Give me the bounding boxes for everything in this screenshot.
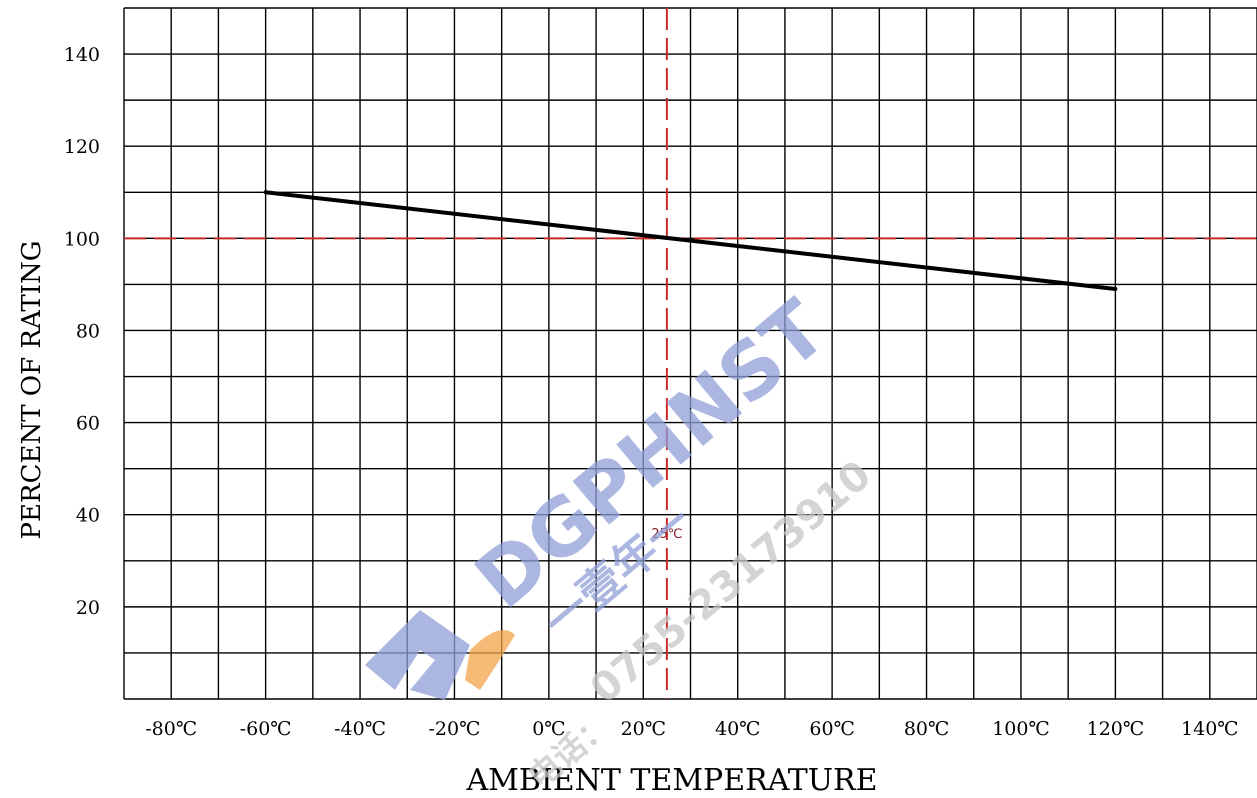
y-axis-label: PERCENT OF RATING — [17, 241, 47, 540]
x-tick-label: 140℃ — [1181, 718, 1239, 740]
x-tick-label: -20℃ — [429, 718, 481, 740]
x-tick-label: 100℃ — [992, 718, 1050, 740]
x-tick-label: -40℃ — [334, 718, 386, 740]
x-tick-label: 120℃ — [1087, 718, 1145, 740]
y-tick-label: 20 — [76, 597, 100, 619]
x-tick-label: 40℃ — [715, 718, 760, 740]
grid-lines — [123, 7, 1257, 700]
watermark-mark-orange — [465, 630, 515, 690]
y-tick-labels: 20 40 60 80 100 120 140 — [64, 44, 100, 619]
series-line — [263, 190, 1118, 292]
y-tick-label: 100 — [64, 228, 100, 250]
x-tick-label: 20℃ — [621, 718, 666, 740]
x-tick-labels: -80℃ -60℃ -40℃ -20℃ 0℃ 20℃ 40℃ 60℃ 80℃ 100℃ 120℃ 14… — [145, 718, 1238, 740]
x-tick-label: -60℃ — [240, 718, 292, 740]
x-tick-label: 80℃ — [904, 718, 949, 740]
x-tick-label: 0℃ — [532, 718, 565, 740]
series-layer — [263, 190, 1118, 292]
x-tick-label: 60℃ — [809, 718, 854, 740]
watermark-mark-blue — [365, 610, 470, 700]
y-tick-label: 60 — [76, 413, 100, 435]
x-axis-label: AMBIENT TEMPERATURE — [465, 763, 877, 798]
y-tick-label: 120 — [64, 136, 100, 158]
y-tick-label: 140 — [64, 44, 100, 66]
y-tick-label: 40 — [76, 505, 100, 527]
reference-line-label: 25℃ — [651, 527, 682, 542]
reference-lines: 25℃ — [124, 8, 1257, 699]
x-tick-label: -80℃ — [145, 718, 197, 740]
y-tick-label: 80 — [76, 320, 100, 342]
